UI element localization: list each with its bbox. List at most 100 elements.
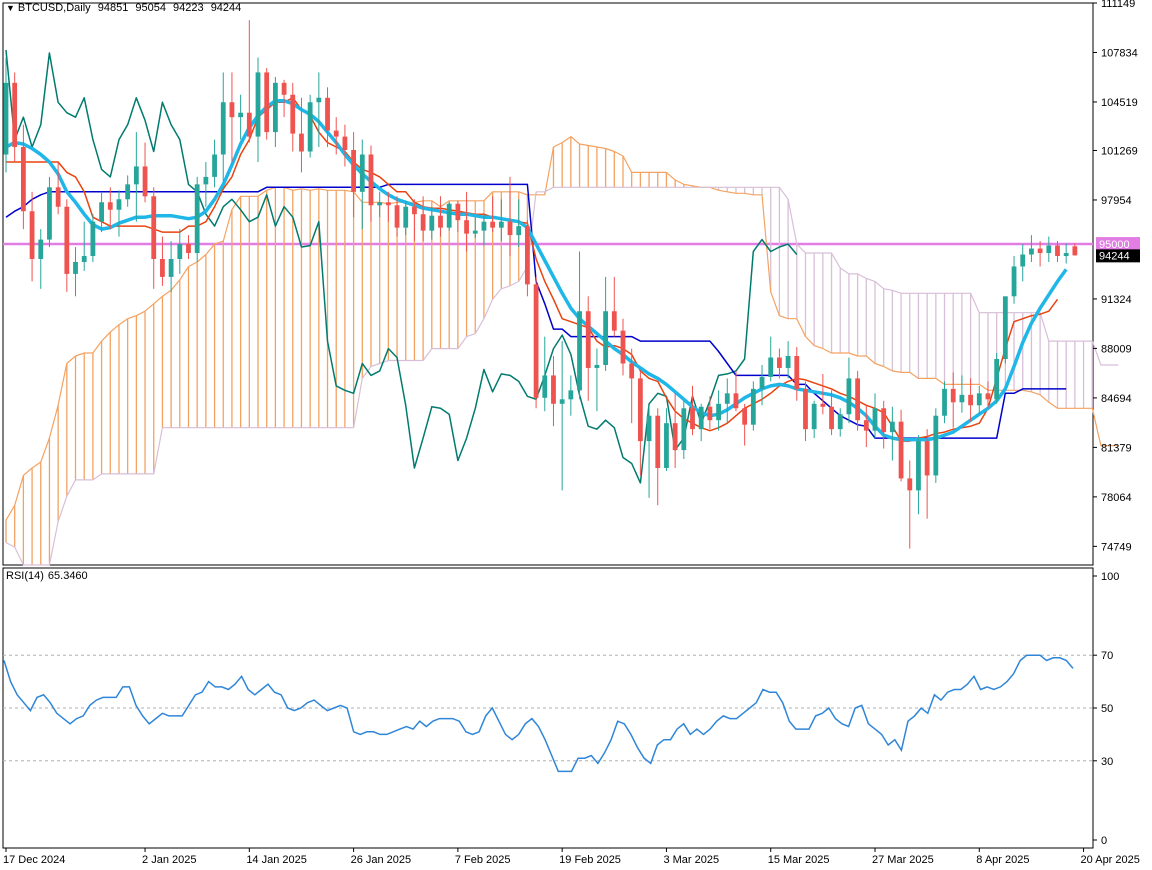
candle-body (811, 403, 817, 430)
candle (342, 124, 348, 167)
candle (64, 199, 70, 292)
candle (229, 72, 235, 162)
candle-body (412, 206, 417, 215)
candle-body (698, 406, 704, 430)
candle (333, 117, 339, 155)
rsi-series-line (3, 654, 1074, 773)
candle-body (420, 214, 426, 231)
candle-body (316, 97, 322, 103)
candle (1011, 256, 1017, 304)
candle-body (594, 364, 600, 368)
candle-body (64, 206, 70, 274)
candle (290, 82, 296, 152)
close-value: 94244 (210, 2, 242, 14)
candle (316, 72, 322, 148)
candle-body (750, 388, 756, 425)
candle-body (255, 72, 261, 137)
candle-body (394, 205, 400, 228)
indicator-lines (5, 49, 1068, 484)
candle (464, 191, 469, 252)
candle (1037, 241, 1043, 267)
candle (863, 405, 869, 448)
candle (924, 429, 930, 519)
candle (29, 191, 35, 282)
candle-body (716, 403, 721, 421)
candle (412, 199, 417, 242)
candle-body (924, 441, 930, 476)
candle (559, 341, 565, 491)
candle (107, 187, 113, 230)
candle (498, 199, 504, 242)
price-tick-label: 111149 (1101, 0, 1135, 10)
candle-body (186, 244, 191, 254)
candle (220, 72, 226, 182)
candle (820, 373, 826, 415)
candle-body (994, 359, 1000, 400)
price-tick-label: 88009 (1101, 343, 1132, 355)
rsi-tick-label: 30 (1101, 756, 1113, 768)
candle (811, 400, 817, 439)
price-tick-label: 97954 (1101, 195, 1132, 207)
candle-body (3, 82, 9, 155)
candle (203, 161, 209, 207)
candle-body (307, 102, 313, 152)
candle (168, 241, 174, 292)
candle (942, 381, 947, 424)
candle-body (733, 393, 739, 409)
candle (690, 385, 695, 436)
last-price-tag-text: 94244 (1099, 250, 1130, 262)
candle-body (916, 441, 921, 491)
candle-body (690, 408, 695, 430)
candle (1072, 243, 1078, 256)
price-tick-label: 78064 (1101, 492, 1132, 504)
candle (73, 247, 78, 297)
candle-body (1029, 248, 1034, 255)
candle-body (272, 82, 278, 133)
candle (116, 190, 122, 237)
candle (403, 200, 409, 236)
candle-body (681, 408, 687, 451)
price-tick-label: 84694 (1101, 393, 1132, 405)
candle (637, 370, 643, 476)
rsi-tick-label: 100 (1101, 571, 1119, 583)
candle (707, 396, 713, 430)
date-tick-label: 20 Apr 2025 (1081, 854, 1140, 866)
moving-average-line (5, 99, 1068, 442)
candle-body (976, 393, 982, 406)
candle-body (664, 423, 669, 468)
candle-body (898, 421, 904, 479)
candle (950, 372, 956, 428)
candle (151, 187, 157, 289)
candle-body (559, 399, 565, 404)
candle (533, 276, 539, 409)
candle-body (837, 414, 843, 430)
candle-body (47, 187, 52, 240)
candle (803, 381, 808, 442)
candle-body (820, 403, 826, 407)
symbol-label: BTCUSD,Daily (17, 2, 91, 14)
date-tick-label: 19 Feb 2025 (559, 854, 621, 866)
chikou-span-line (5, 49, 798, 484)
candle (603, 276, 609, 371)
candle-body (533, 284, 539, 398)
candle (542, 336, 548, 412)
candle (794, 347, 800, 401)
candle-body (107, 202, 113, 210)
collapse-triangle-icon[interactable]: ▼ (6, 3, 15, 13)
date-tick-label: 7 Feb 2025 (455, 854, 511, 866)
candle-body (507, 221, 513, 236)
candle (81, 221, 87, 271)
candle-body (1002, 296, 1008, 360)
candle-body (99, 202, 104, 222)
candle (646, 405, 652, 498)
price-tick-label: 101269 (1101, 145, 1138, 157)
candle-body (611, 311, 617, 331)
candle-body (455, 203, 461, 221)
candle (1046, 236, 1052, 262)
candle (446, 202, 452, 231)
candle (898, 409, 904, 482)
candle (55, 161, 61, 215)
candle (490, 196, 496, 233)
low-value: 94223 (173, 2, 204, 14)
